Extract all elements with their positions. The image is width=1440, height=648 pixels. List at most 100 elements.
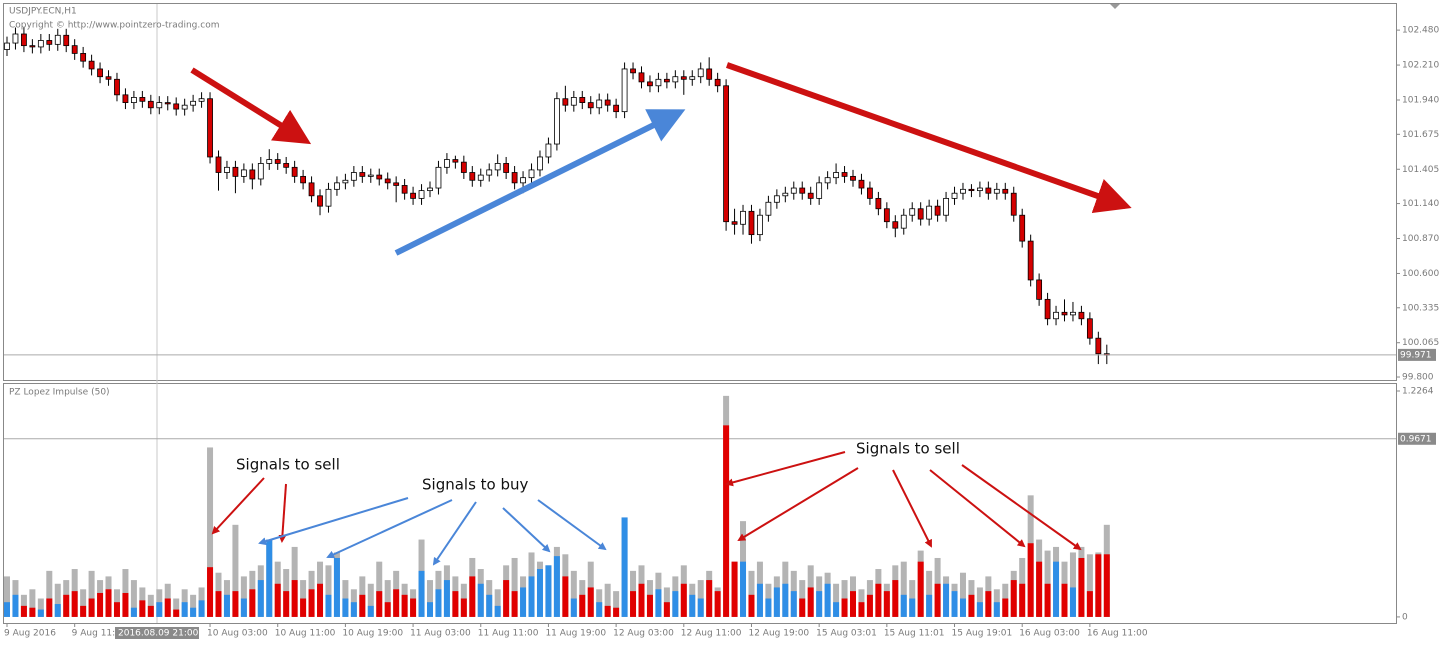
bar — [511, 591, 518, 617]
candle-body — [401, 185, 408, 194]
bar — [333, 557, 340, 617]
bar — [384, 602, 391, 617]
candle-body — [790, 187, 797, 194]
bar — [46, 598, 53, 617]
bar — [613, 607, 620, 617]
bar — [130, 580, 137, 617]
candle-body — [672, 76, 679, 83]
candle-body — [164, 102, 171, 105]
candle-body — [740, 210, 746, 225]
bar — [1002, 598, 1009, 617]
candle-body — [604, 99, 611, 106]
bar — [748, 570, 755, 617]
bar — [384, 580, 391, 617]
bar — [427, 602, 433, 617]
bar — [443, 580, 450, 617]
candle-body — [824, 177, 831, 184]
bar — [1103, 554, 1110, 617]
y-tick-label: 101.405 — [1402, 165, 1439, 175]
annotation: Signals to buy — [422, 476, 529, 494]
candle-body — [207, 98, 213, 158]
bar — [993, 602, 1000, 617]
candle-body — [198, 98, 205, 102]
x-tick-label: 10 Aug 11:00 — [275, 629, 336, 639]
bar — [46, 570, 53, 617]
bar — [621, 517, 628, 617]
candle-body — [951, 192, 958, 199]
candle-body — [537, 156, 543, 171]
candle-body — [181, 104, 188, 110]
bar — [900, 594, 907, 617]
candle-body — [130, 97, 137, 104]
candle-body — [1044, 298, 1051, 320]
candle-body — [731, 221, 738, 225]
candle-body — [833, 172, 839, 179]
bar — [207, 447, 214, 617]
bar — [1010, 580, 1017, 617]
candle-body — [663, 78, 670, 83]
x-tick-label: 15 Aug 11:01 — [884, 629, 945, 639]
candle-body — [630, 68, 636, 74]
candle-body — [21, 33, 27, 47]
candle-body — [410, 192, 416, 199]
bar — [706, 580, 713, 617]
bar — [147, 605, 154, 617]
candle-body — [63, 34, 70, 47]
annotation-arrows — [211, 451, 1082, 566]
bar — [130, 607, 137, 617]
bar — [714, 591, 721, 617]
bar — [54, 604, 61, 617]
bar — [850, 591, 856, 617]
bar — [240, 598, 247, 617]
candle-body — [283, 163, 290, 168]
bar — [164, 598, 171, 617]
candle-body — [850, 175, 856, 181]
candle-body — [858, 179, 865, 189]
candle-body — [883, 208, 890, 223]
bar — [410, 598, 417, 617]
candle-body — [257, 163, 264, 180]
bar — [460, 598, 467, 617]
candle-body — [325, 188, 332, 207]
bar — [1036, 561, 1043, 617]
candle-body — [579, 97, 586, 104]
x-tick-label: 9 Aug 11:00 — [72, 629, 127, 639]
candle-body — [647, 81, 653, 87]
bar — [740, 561, 747, 617]
candle-body — [748, 210, 755, 236]
bar — [926, 594, 933, 617]
candle-body — [308, 182, 315, 197]
bar — [892, 580, 899, 617]
y-tick-label: 101.140 — [1402, 199, 1439, 209]
bar — [113, 602, 120, 617]
candle-body — [54, 34, 61, 45]
bar — [799, 598, 806, 617]
bar — [503, 580, 510, 617]
x-tick-label: 15 Aug 03:01 — [816, 629, 877, 639]
candle-body — [88, 60, 95, 70]
annotation: Signals to sell — [236, 456, 340, 474]
bar — [139, 600, 146, 617]
bar — [342, 598, 349, 617]
candle-body — [452, 159, 459, 163]
y-tick-label: 101.940 — [1402, 96, 1439, 106]
bar — [579, 594, 586, 617]
bar — [833, 583, 840, 617]
bar — [731, 561, 738, 617]
bar — [680, 583, 687, 617]
candle-body — [469, 172, 476, 181]
price-pane — [3, 3, 1397, 381]
bar — [748, 594, 755, 617]
candle-body — [782, 192, 789, 197]
bar — [215, 591, 222, 617]
trend-arrow — [726, 62, 1132, 213]
candle-body — [943, 197, 949, 216]
bar — [917, 561, 924, 617]
bar — [1086, 591, 1093, 617]
bar — [528, 576, 535, 617]
bar — [4, 602, 10, 617]
candle-body — [875, 197, 882, 210]
bar — [350, 602, 357, 617]
candle-body — [215, 156, 222, 173]
